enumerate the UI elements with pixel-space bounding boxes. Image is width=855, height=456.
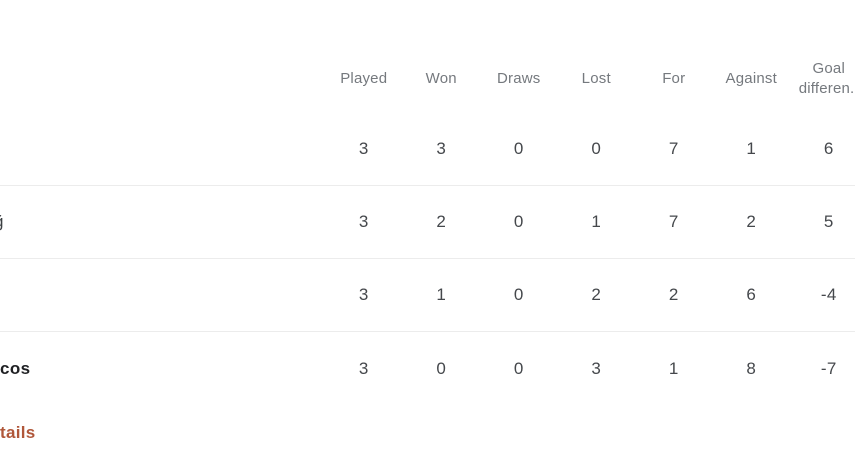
won-value: 0 (436, 358, 447, 378)
goal-difference-line2: differen.. (798, 79, 855, 97)
column-header-goal-difference: Goal differen.. (790, 59, 855, 99)
against-value: 2 (746, 212, 757, 231)
against-value: 6 (746, 285, 757, 304)
standings-table: Played Won Draws Lost For Against Goal d… (0, 0, 855, 445)
team-name: cos (0, 358, 31, 378)
goal-difference-value: 6 (823, 139, 834, 158)
column-header-won: Won (425, 69, 457, 87)
column-header-lost: Lost (581, 69, 611, 87)
draws-value: 0 (513, 358, 524, 378)
column-header-against: Against (725, 69, 777, 87)
draws-value: 0 (513, 212, 524, 231)
column-header-played: Played (340, 69, 388, 87)
column-header-draws: Draws (496, 69, 541, 87)
lost-value: 1 (591, 212, 602, 231)
for-value: 7 (668, 139, 679, 158)
played-value: 3 (358, 285, 369, 304)
column-header-for: For (662, 69, 686, 87)
against-value: 8 (746, 358, 757, 378)
lost-value: 2 (591, 285, 602, 304)
lost-value: 0 (591, 139, 602, 158)
won-value: 2 (436, 212, 447, 231)
for-value: 1 (668, 358, 679, 378)
table-row[interactable]: 3 1 0 2 2 6 -4 (0, 259, 855, 332)
top-spacer (0, 0, 855, 44)
goal-difference-value: -4 (820, 285, 837, 304)
goal-difference-value: 5 (823, 212, 834, 231)
draws-value: 0 (513, 285, 524, 304)
table-row[interactable]: 3 3 0 0 7 1 6 (0, 113, 855, 186)
draws-value: 0 (513, 139, 524, 158)
against-value: 1 (746, 139, 757, 158)
see-full-details-link[interactable]: tails (0, 423, 36, 442)
table-header-row: Played Won Draws Lost For Against Goal d… (0, 44, 855, 113)
table-row[interactable]: cos 3 0 0 3 1 8 -7 (0, 332, 855, 405)
table-row[interactable]: ğ 3 2 0 1 7 2 5 (0, 186, 855, 259)
lost-value: 3 (591, 358, 602, 378)
goal-difference-line1: Goal (812, 59, 845, 77)
team-name: ğ (0, 212, 325, 232)
won-value: 3 (436, 139, 447, 158)
details-link-row: tails (0, 421, 855, 445)
goal-difference-value: -7 (820, 358, 837, 378)
played-value: 3 (358, 212, 369, 231)
played-value: 3 (358, 358, 369, 378)
for-value: 2 (668, 285, 679, 304)
played-value: 3 (358, 139, 369, 158)
won-value: 1 (436, 285, 447, 304)
for-value: 7 (668, 212, 679, 231)
